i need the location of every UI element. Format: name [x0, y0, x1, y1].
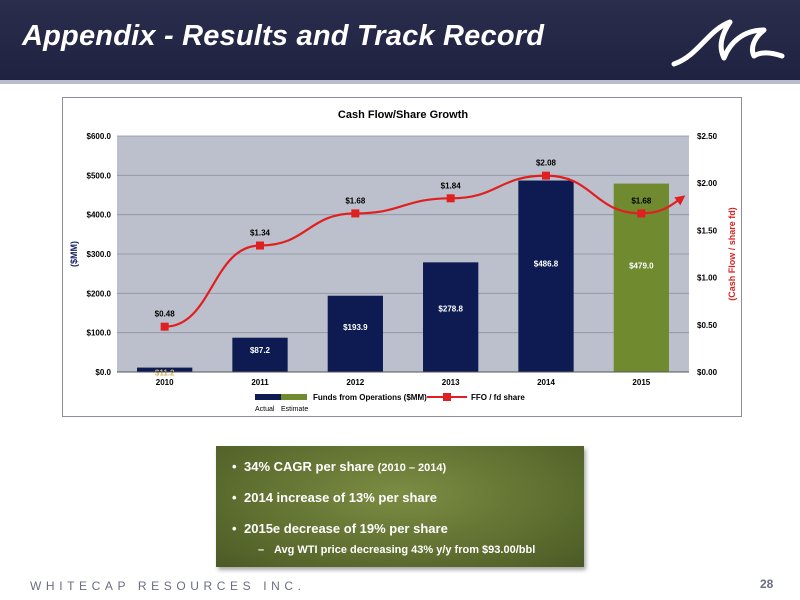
- trend-arrow-icon: [674, 195, 686, 206]
- left-axis-tick-label: $0.0: [95, 368, 111, 377]
- line-marker: [351, 209, 360, 218]
- bar-data-label: $193.9: [343, 323, 368, 332]
- line-data-label: $1.84: [441, 181, 462, 190]
- right-axis-tick-label: $0.50: [697, 321, 718, 330]
- bar-ffo: [232, 337, 288, 372]
- header-bar: [0, 0, 800, 80]
- footer-brand: WHITECAP RESOURCES INC.: [30, 579, 306, 593]
- left-axis-tick-label: $600.0: [87, 132, 112, 141]
- line-data-label: $1.34: [250, 229, 271, 238]
- line-marker: [637, 209, 646, 218]
- cash-flow-chart: Cash Flow/Share Growth $0.0 $100.0 $200.0 $3…: [69, 109, 737, 413]
- x-axis-tick-label: 2010: [156, 378, 174, 387]
- legend-label-line: FFO / fd share: [471, 393, 525, 402]
- line-marker: [160, 322, 169, 331]
- line-marker: [446, 194, 455, 203]
- highlights-box: • 34% CAGR per share (2010 – 2014) • 2014 …: [216, 446, 584, 567]
- x-axis-tick-label: 2014: [537, 378, 555, 387]
- right-axis-tick-label: $2.00: [697, 179, 718, 188]
- slide-title: Appendix - Results and Track Record: [22, 20, 545, 52]
- line-data-label: $1.68: [631, 196, 652, 205]
- bar-data-label: $486.8: [534, 260, 559, 269]
- bar-data-label: $278.8: [438, 305, 463, 314]
- left-axis-tick-label: $100.0: [87, 329, 112, 338]
- right-axis-tick-label: $0.00: [697, 368, 718, 377]
- legend-label-estimate: Estimate: [281, 406, 308, 413]
- legend-marker-sample: [443, 393, 451, 401]
- line-marker: [256, 241, 264, 250]
- right-axis-tick-label: $1.50: [697, 226, 718, 235]
- bullet-item: • 2015e decrease of 19% per share: [232, 521, 448, 536]
- sub-bullet-item: – Avg WTI price decreasing 43% y/y from $…: [258, 544, 536, 556]
- legend-swatch-actual: [255, 394, 281, 400]
- page-number: 28: [760, 577, 774, 591]
- chart-panel: Cash Flow/Share Growth $0.0 $100.0 $200.0 $3…: [62, 97, 742, 417]
- legend-label-ffo: Funds from Operations ($MM): [313, 393, 427, 402]
- x-axis-tick-label: 2015: [632, 378, 650, 387]
- line-data-label: $2.08: [536, 159, 557, 168]
- bullet-item: • 34% CAGR per share (2010 – 2014): [232, 459, 447, 474]
- x-axis-tick-label: 2013: [442, 378, 460, 387]
- bullet-item: • 2014 increase of 13% per share: [232, 490, 437, 505]
- left-axis-tick-label: $500.0: [87, 171, 112, 180]
- right-axis-tick-label: $1.00: [697, 274, 718, 283]
- x-axis-tick-label: 2012: [346, 378, 364, 387]
- left-axis-title: ($MM): [69, 241, 79, 267]
- left-axis-tick-label: $200.0: [87, 289, 112, 298]
- left-axis-tick-label: $300.0: [87, 250, 112, 259]
- chart-title: Cash Flow/Share Growth: [338, 109, 468, 121]
- line-data-label: $1.68: [345, 196, 366, 205]
- line-ffo-per-share: [164, 174, 642, 328]
- bar-ffo: [327, 295, 383, 372]
- right-axis-tick-label: $2.50: [697, 132, 718, 141]
- left-axis-tick-label: $400.0: [87, 211, 112, 220]
- legend-swatch-estimate: [281, 394, 307, 400]
- header-stripe: [0, 80, 800, 84]
- bar-data-label: $87.2: [250, 346, 271, 355]
- line-marker: [542, 171, 550, 180]
- bar-ffo: [423, 262, 479, 372]
- bar-data-label: $11.2: [155, 369, 175, 378]
- bar-data-label: $479.0: [629, 261, 654, 270]
- bar-ffo: [137, 367, 193, 372]
- right-axis-title: (Cash Flow / share fd): [727, 207, 737, 301]
- bar-ffo: [518, 180, 574, 372]
- line-data-label: $0.48: [155, 310, 176, 319]
- x-axis-tick-label: 2011: [251, 378, 269, 387]
- wave-logo-icon: [671, 19, 785, 67]
- legend-label-actual: Actual: [255, 406, 275, 413]
